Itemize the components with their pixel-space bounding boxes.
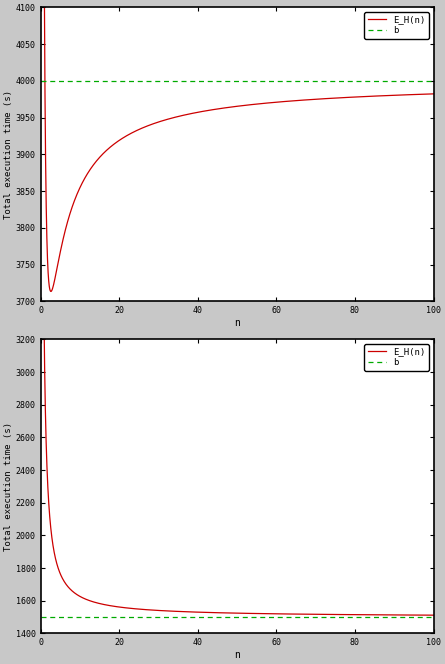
b: [38, 77, 43, 85]
E_H(n): [48, 288, 53, 295]
Y-axis label: Total execution time (s): Total execution time (s): [4, 90, 13, 219]
Line: E_H(n): E_H(n): [43, 0, 433, 291]
E_H(n): [431, 611, 436, 619]
E_H(n): [56, 566, 61, 574]
Legend: E_H(n), b: E_H(n), b: [364, 12, 429, 39]
E_H(n): [255, 100, 261, 108]
Legend: E_H(n), b: E_H(n), b: [364, 344, 429, 371]
E_H(n): [43, 408, 48, 416]
b: [42, 613, 47, 621]
X-axis label: n: n: [234, 650, 240, 660]
Line: E_H(n): E_H(n): [42, 0, 433, 615]
E_H(n): [170, 114, 176, 122]
E_H(n): [51, 548, 57, 556]
b: [38, 613, 43, 621]
E_H(n): [51, 543, 56, 551]
E_H(n): [42, 0, 47, 7]
E_H(n): [386, 611, 392, 619]
Y-axis label: Total execution time (s): Total execution time (s): [4, 422, 13, 551]
E_H(n): [431, 90, 436, 98]
b: [42, 77, 47, 85]
X-axis label: n: n: [234, 318, 240, 328]
E_H(n): [152, 606, 157, 614]
